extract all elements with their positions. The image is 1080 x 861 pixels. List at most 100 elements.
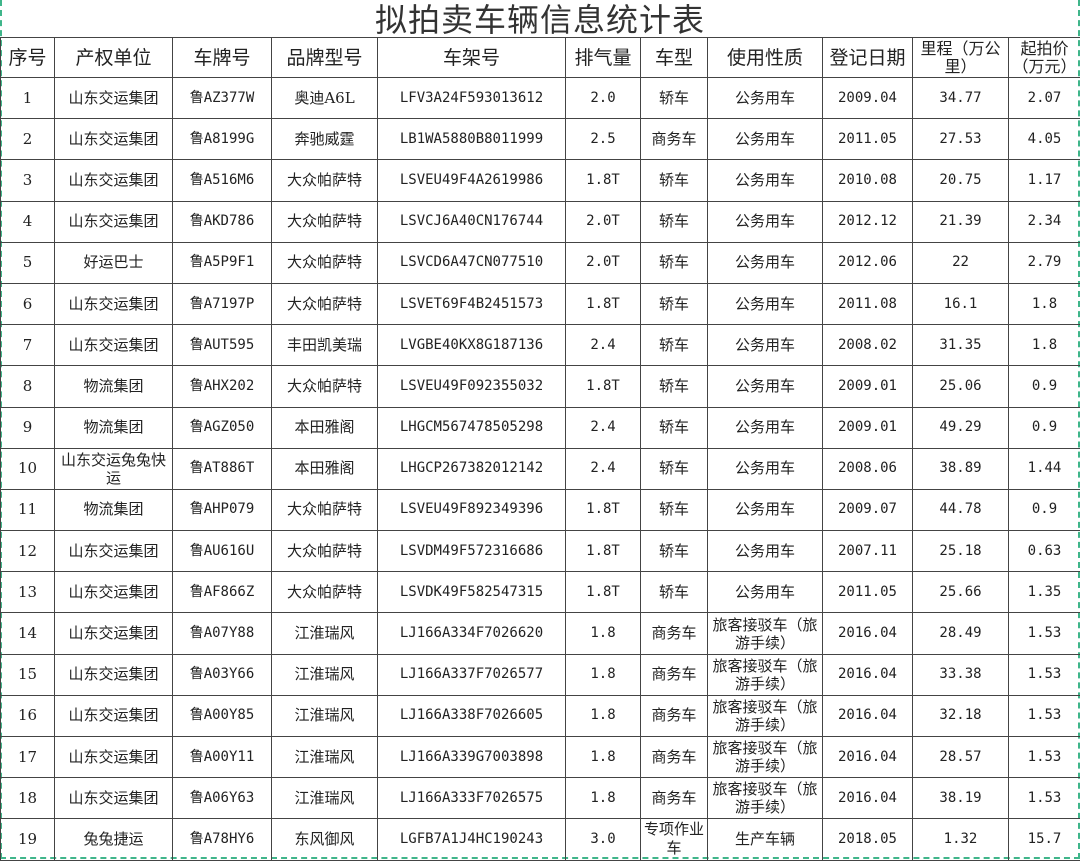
cell-starting-price: 1.17	[1008, 159, 1080, 202]
cell-vehicle-type: 轿车	[640, 200, 708, 243]
table-row: 5 好运巴士 鲁A5P9F1 大众帕萨特 LSVCD6A47CN077510 2.0T 轿车…	[0, 241, 1080, 284]
cell-usage: 公务用车	[707, 530, 823, 573]
cell-register-date: 2016.04	[822, 694, 913, 738]
cell-register-date: 2016.04	[822, 653, 913, 696]
cell-owner: 山东交运集团	[54, 282, 173, 326]
cell-displacement: 2.0	[565, 76, 641, 120]
cell-plate: 鲁AT886T	[172, 447, 272, 490]
cell-row-number: 7	[0, 324, 55, 367]
header-row: 序号 产权单位 车牌号 品牌型号 车架号 排气量 车型 使用性质 登记日期 里程（万公里） 起拍价（…	[0, 37, 1080, 78]
cell-plate: 鲁A8199G	[172, 118, 272, 161]
table-row: 7 山东交运集团 鲁AUT595 丰田凯美瑞 LVGBE40KX8G187136 2.4 轿…	[0, 324, 1080, 367]
cell-owner: 山东交运集团	[54, 324, 173, 367]
cell-vehicle-type: 轿车	[640, 447, 708, 490]
cell-vehicle-type: 轿车	[640, 282, 708, 326]
column-header-brand-model: 品牌型号	[271, 37, 378, 78]
cell-plate: 鲁AHX202	[172, 365, 272, 408]
cell-starting-price: 0.9	[1008, 365, 1080, 408]
vehicle-table: 序号 产权单位 车牌号 品牌型号 车架号 排气量 车型 使用性质 登记日期 里程（万公里） 起拍价（…	[0, 37, 1080, 861]
cell-vehicle-type: 商务车	[640, 118, 708, 161]
cell-brand-model: 本田雅阁	[271, 406, 378, 449]
cell-usage: 旅客接驳车（旅游手续）	[707, 653, 823, 696]
cell-brand-model: 本田雅阁	[271, 447, 378, 490]
cell-displacement: 1.8T	[565, 159, 641, 202]
cell-mileage: 20.75	[912, 159, 1009, 202]
cell-mileage: 44.78	[912, 488, 1009, 532]
cell-displacement: 2.0T	[565, 241, 641, 284]
cell-displacement: 2.5	[565, 118, 641, 161]
cell-brand-model: 江淮瑞风	[271, 612, 378, 655]
cell-plate: 鲁AGZ050	[172, 406, 272, 449]
cell-usage: 生产车辆	[707, 818, 823, 861]
cell-vehicle-type: 商务车	[640, 735, 708, 779]
cell-owner: 好运巴士	[54, 241, 173, 284]
cell-usage: 公务用车	[707, 118, 823, 161]
cell-displacement: 1.8T	[565, 530, 641, 573]
cell-vin: LHGCM567478505298	[377, 406, 566, 449]
cell-starting-price: 1.53	[1008, 653, 1080, 696]
cell-starting-price: 2.07	[1008, 76, 1080, 120]
cell-plate: 鲁A03Y66	[172, 653, 272, 696]
cell-vehicle-type: 商务车	[640, 777, 708, 820]
table-row: 19 兔兔捷运 鲁A78HY6 东风御风 LGFB7A1J4HC190243 3.0 专项作…	[0, 818, 1080, 861]
cell-mileage: 32.18	[912, 694, 1009, 738]
cell-vin: LSVEU49F892349396	[377, 488, 566, 532]
cell-register-date: 2009.01	[822, 406, 913, 449]
cell-vin: LB1WA5880B8011999	[377, 118, 566, 161]
cell-plate: 鲁AZ377W	[172, 76, 272, 120]
cell-brand-model: 大众帕萨特	[271, 241, 378, 284]
cell-row-number: 10	[0, 447, 55, 490]
cell-brand-model: 大众帕萨特	[271, 365, 378, 408]
cell-starting-price: 0.63	[1008, 530, 1080, 573]
table-row: 11 物流集团 鲁AHP079 大众帕萨特 LSVEU49F892349396 1.8T 轿…	[0, 488, 1080, 532]
cell-register-date: 2009.07	[822, 488, 913, 532]
cell-plate: 鲁A78HY6	[172, 818, 272, 861]
cell-vin: LSVDK49F582547315	[377, 571, 566, 614]
cell-plate: 鲁A5P9F1	[172, 241, 272, 284]
cell-displacement: 1.8	[565, 735, 641, 779]
cell-row-number: 16	[0, 694, 55, 738]
cell-vehicle-type: 轿车	[640, 406, 708, 449]
cell-vin: LSVEU49F4A2619986	[377, 159, 566, 202]
cell-owner: 山东交运集团	[54, 694, 173, 738]
cell-usage: 公务用车	[707, 447, 823, 490]
cell-plate: 鲁AHP079	[172, 488, 272, 532]
cell-plate: 鲁A06Y63	[172, 777, 272, 820]
cell-vehicle-type: 轿车	[640, 571, 708, 614]
cell-row-number: 11	[0, 488, 55, 532]
cell-register-date: 2011.08	[822, 282, 913, 326]
cell-brand-model: 大众帕萨特	[271, 571, 378, 614]
cell-vin: LJ166A338F7026605	[377, 694, 566, 738]
column-header-starting-price: 起拍价（万元）	[1008, 37, 1080, 78]
cell-mileage: 1.32	[912, 818, 1009, 861]
cell-vin: LJ166A339G7003898	[377, 735, 566, 779]
table-row: 14 山东交运集团 鲁A07Y88 江淮瑞风 LJ166A334F7026620 1.8 商…	[0, 612, 1080, 655]
cell-starting-price: 2.34	[1008, 200, 1080, 243]
cell-vin: LVGBE40KX8G187136	[377, 324, 566, 367]
table-row: 15 山东交运集团 鲁A03Y66 江淮瑞风 LJ166A337F7026577 1.8 商…	[0, 653, 1080, 696]
cell-usage: 公务用车	[707, 76, 823, 120]
column-header-displacement: 排气量	[565, 37, 641, 78]
cell-displacement: 1.8	[565, 653, 641, 696]
table-row: 12 山东交运集团 鲁AU616U 大众帕萨特 LSVDM49F572316686 1.8…	[0, 530, 1080, 573]
cell-mileage: 38.19	[912, 777, 1009, 820]
cell-displacement: 1.8T	[565, 365, 641, 408]
cell-mileage: 27.53	[912, 118, 1009, 161]
cell-register-date: 2007.11	[822, 530, 913, 573]
cell-usage: 公务用车	[707, 241, 823, 284]
cell-brand-model: 丰田凯美瑞	[271, 324, 378, 367]
table-row: 16 山东交运集团 鲁A00Y85 江淮瑞风 LJ166A338F7026605 1.8 商…	[0, 694, 1080, 738]
cell-vin: LSVDM49F572316686	[377, 530, 566, 573]
cell-owner: 山东交运集团	[54, 200, 173, 243]
cell-register-date: 2009.04	[822, 76, 913, 120]
cell-brand-model: 东风御风	[271, 818, 378, 861]
cell-mileage: 49.29	[912, 406, 1009, 449]
cell-register-date: 2016.04	[822, 735, 913, 779]
table-row: 8 物流集团 鲁AHX202 大众帕萨特 LSVEU49F092355032 1.8T 轿车…	[0, 365, 1080, 408]
table-row: 1 山东交运集团 鲁AZ377W 奥迪A6L LFV3A24F593013612 2.0 轿…	[0, 76, 1080, 120]
cell-row-number: 1	[0, 76, 55, 120]
table-row: 2 山东交运集团 鲁A8199G 奔驰威霆 LB1WA5880B8011999 2.5 商务…	[0, 118, 1080, 161]
table-row: 10 山东交运兔兔快运 鲁AT886T 本田雅阁 LHGCP267382012142 2.…	[0, 447, 1080, 490]
cell-mileage: 38.89	[912, 447, 1009, 490]
cell-plate: 鲁A07Y88	[172, 612, 272, 655]
